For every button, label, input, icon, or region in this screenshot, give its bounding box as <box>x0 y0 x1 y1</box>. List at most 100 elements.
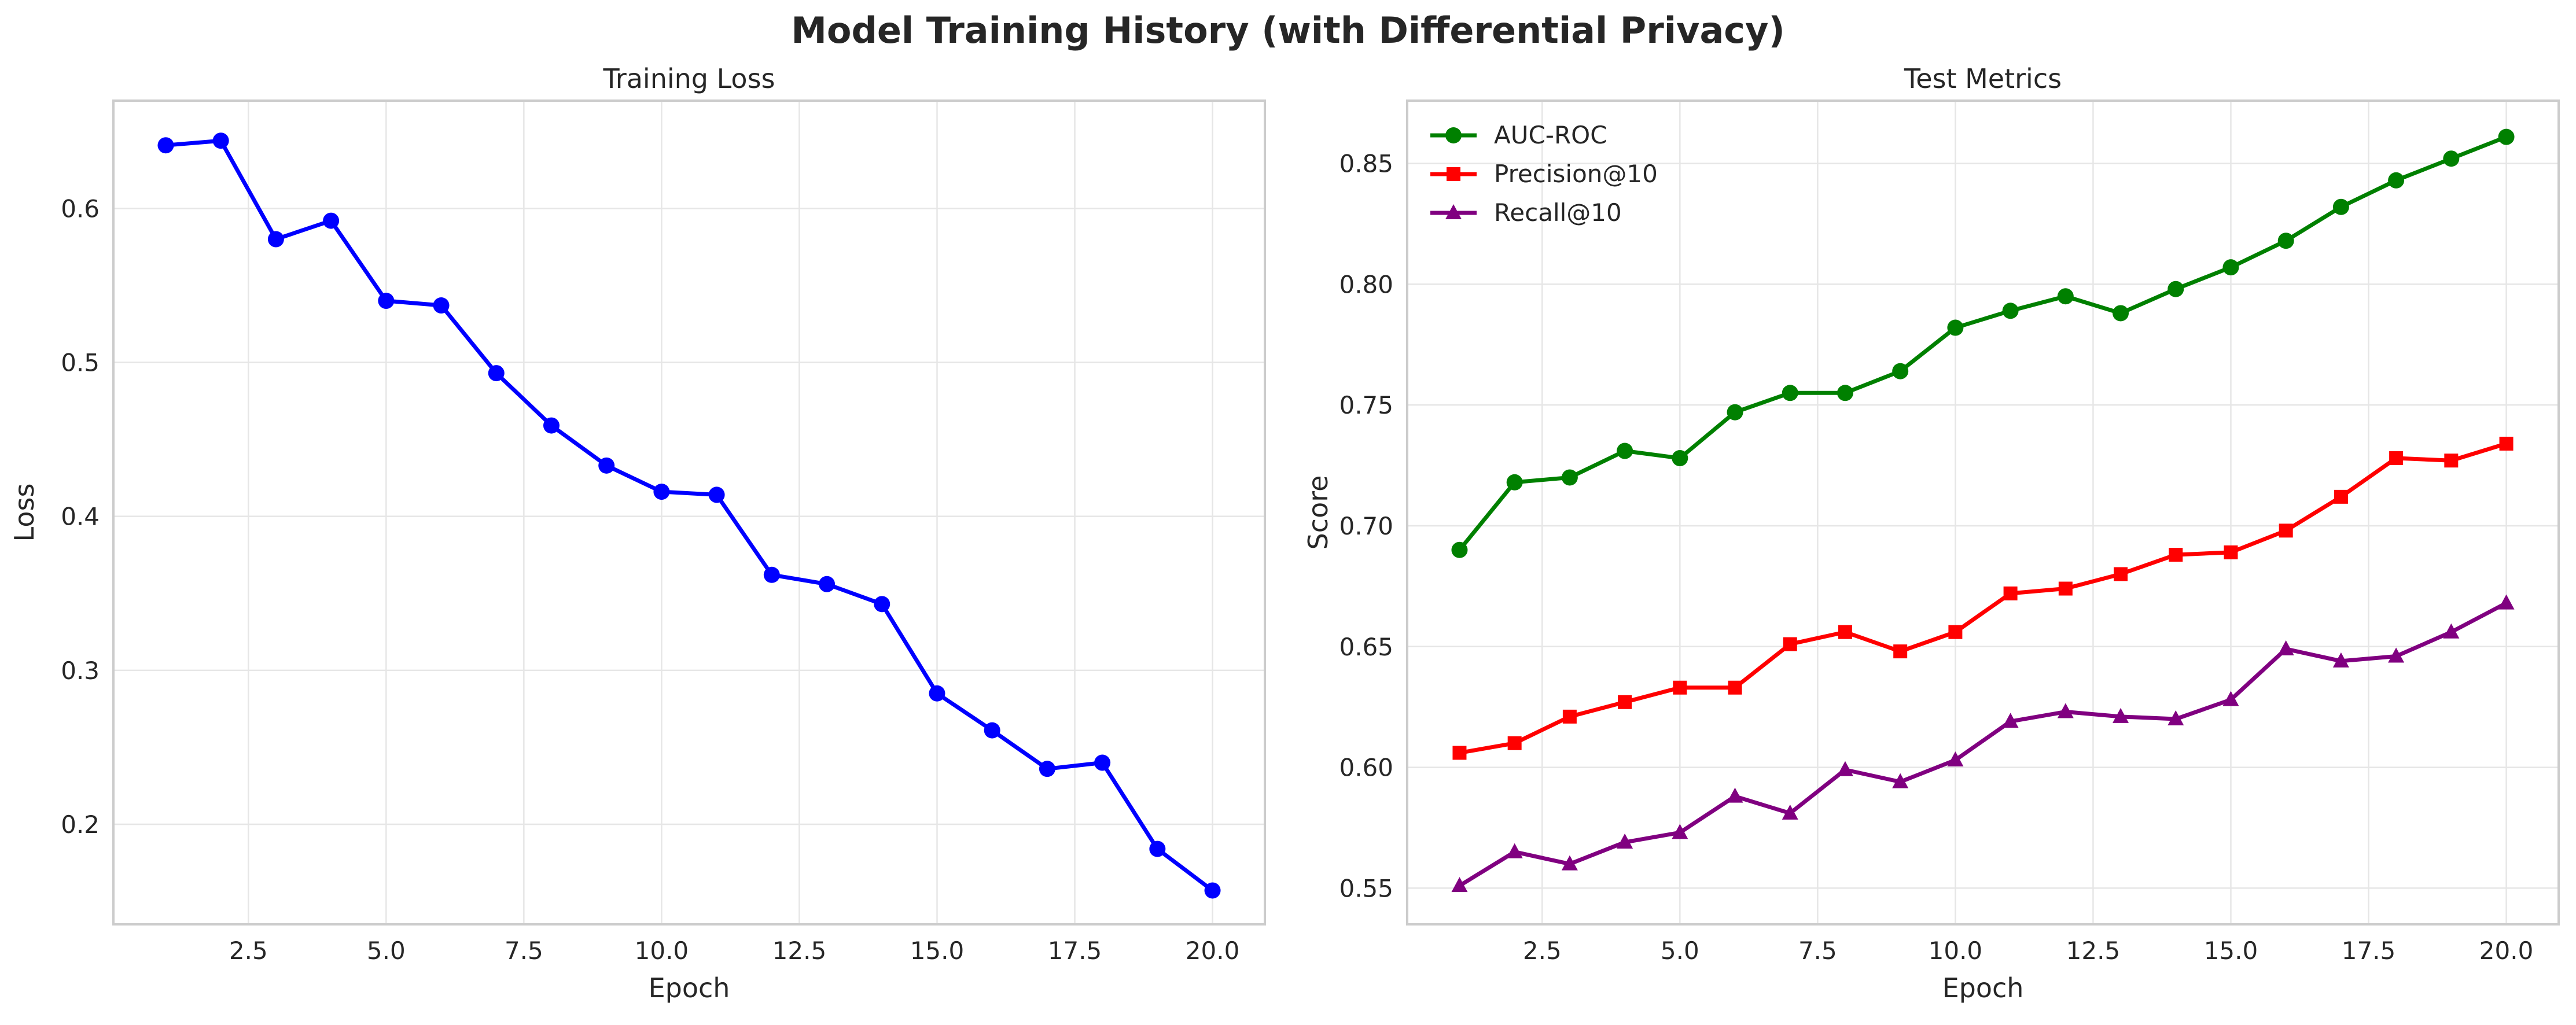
training-loss-loss-point <box>1094 754 1111 771</box>
test-metrics-precision-10-point <box>1452 746 1467 760</box>
training-loss-loss-point <box>267 231 284 248</box>
test-metrics-auc-roc-point <box>1837 385 1853 401</box>
training-loss-x-tick-label: 15.0 <box>910 936 965 965</box>
test-metrics-series-auc-roc <box>1451 128 2515 558</box>
figure-title: Model Training History (with Differentia… <box>791 9 1785 51</box>
test-metrics-y-tick-label: 0.80 <box>1339 270 1393 298</box>
test-metrics-precision-10-point <box>2334 489 2348 504</box>
test-metrics-x-tick-label: 17.5 <box>2342 936 2396 965</box>
training-loss-loss-point <box>929 685 945 702</box>
legend-item-recall-10: Recall@10 <box>1430 198 1622 227</box>
legend-label-auc-roc: AUC-ROC <box>1494 121 1607 149</box>
test-metrics-plot-frame <box>1406 99 2560 926</box>
training-loss-y-axis-label: Loss <box>9 484 40 542</box>
legend-marker-recall-10 <box>1445 204 1462 219</box>
test-metrics-precision-10-point <box>2279 523 2293 538</box>
test-metrics-auc-roc-line <box>1457 135 2509 552</box>
training-loss-loss-point <box>1149 840 1166 857</box>
test-metrics-x-tick-label: 15.0 <box>2204 936 2258 965</box>
test-metrics-auc-roc-point <box>1672 450 1688 467</box>
test-metrics-y-tick-label: 0.75 <box>1339 391 1393 419</box>
test-metrics-auc-roc-point <box>2277 233 2294 249</box>
test-metrics-recall-10-point <box>1451 877 1468 893</box>
test-metrics-precision-10-point <box>2224 545 2238 559</box>
training-loss-loss-point <box>488 365 505 382</box>
test-metrics-precision-10-point <box>1783 637 1797 651</box>
training-loss-loss-point <box>1204 882 1221 899</box>
test-metrics-recall-10-point <box>2113 707 2129 723</box>
legend-label-recall-10: Recall@10 <box>1494 198 1622 227</box>
test-metrics-auc-roc-point <box>1947 319 1964 336</box>
training-loss-y-tick-label: 0.5 <box>61 348 100 377</box>
training-loss-y-tick-label: 0.6 <box>61 194 100 223</box>
test-metrics-y-tick-label: 0.60 <box>1339 754 1393 782</box>
training-loss-x-tick-label: 5.0 <box>367 936 406 965</box>
test-metrics-auc-roc-point <box>1892 363 1909 379</box>
training-loss-y-tick-label: 0.2 <box>61 810 100 839</box>
test-metrics-auc-roc-point <box>1617 443 1633 459</box>
training-loss-loss-point <box>157 137 174 154</box>
training-loss-x-tick-label: 10.0 <box>635 936 689 965</box>
test-metrics-precision-10-point <box>2389 451 2404 466</box>
test-metrics-recall-10-point <box>2057 703 2074 718</box>
training-loss-x-tick-label: 7.5 <box>505 936 543 965</box>
test-metrics-recall-10-point <box>1892 773 1909 788</box>
test-metrics-recall-10-point <box>1837 761 1853 776</box>
training-loss-loss-point <box>433 297 450 314</box>
test-metrics-auc-roc-point <box>2498 128 2515 145</box>
legend-item-auc-roc: AUC-ROC <box>1430 121 1607 149</box>
training-loss-x-tick-label: 17.5 <box>1048 936 1102 965</box>
test-metrics-auc-roc-point <box>1451 541 1468 558</box>
test-metrics-y-tick-label: 0.65 <box>1339 633 1393 661</box>
test-metrics-x-tick-label: 2.5 <box>1523 936 1562 965</box>
test-metrics-title: Test Metrics <box>1904 63 2062 94</box>
test-metrics-precision-10-point <box>2499 436 2514 451</box>
test-metrics-x-axis-label: Epoch <box>1942 972 2024 1004</box>
training-loss-loss-point <box>763 566 780 583</box>
training-loss-x-tick-label: 12.5 <box>772 936 827 965</box>
test-metrics-recall-10-point <box>2277 640 2294 655</box>
test-metrics-auc-roc-point <box>2388 172 2405 189</box>
test-metrics-x-tick-label: 5.0 <box>1661 936 1699 965</box>
test-metrics-auc-roc-point <box>2222 259 2239 276</box>
test-metrics-recall-10-point <box>2002 713 2019 728</box>
test-metrics-auc-roc-point <box>2443 150 2460 167</box>
training-loss-x-axis-label: Epoch <box>649 972 730 1004</box>
test-metrics-precision-10-point <box>2058 581 2073 596</box>
legend-item-precision-10: Precision@10 <box>1430 160 1658 188</box>
training-loss-loss-point <box>212 132 229 149</box>
training-loss-panel: 2.5 5.0 7.5 10.0 12.5 15.0 17.5 20.0 0.2 0.3 0.4 0.… <box>9 63 1266 1004</box>
test-metrics-precision-10-point <box>2444 453 2459 468</box>
training-loss-loss-point <box>543 417 560 434</box>
test-metrics-auc-roc-point <box>2002 303 2019 319</box>
test-metrics-recall-10-point <box>1727 787 1743 803</box>
test-metrics-recall-10-point <box>1617 834 1633 849</box>
test-metrics-recall-10-point <box>2443 623 2460 639</box>
training-loss-loss-point <box>708 486 725 503</box>
test-metrics-precision-10-point <box>1948 625 1963 639</box>
test-metrics-recall-10-point <box>1672 824 1688 839</box>
test-metrics-auc-roc-point <box>2113 305 2129 322</box>
training-loss-x-tick-label: 20.0 <box>1186 936 1240 965</box>
test-metrics-precision-10-point <box>1562 709 1577 724</box>
test-metrics-x-tick-label: 10.0 <box>1929 936 1983 965</box>
test-metrics-precision-10-point <box>2003 586 2018 600</box>
test-metrics-y-tick-label: 0.70 <box>1339 512 1393 540</box>
test-metrics-auc-roc-point <box>1782 385 1798 401</box>
training-loss-plot-frame <box>112 99 1266 926</box>
training-loss-loss-point <box>323 212 340 229</box>
test-metrics-y-tick-label: 0.55 <box>1339 874 1393 902</box>
training-loss-y-tick-label: 0.4 <box>61 503 100 531</box>
test-metrics-precision-10-point <box>1838 625 1852 639</box>
test-metrics-precision-10-point <box>2169 548 2183 562</box>
training-loss-loss-point <box>819 576 836 592</box>
test-metrics-precision-10-point <box>1618 695 1632 709</box>
test-metrics-x-tick-label: 12.5 <box>2066 936 2121 965</box>
test-metrics-precision-10-point <box>1507 736 1522 750</box>
legend-marker-precision-10 <box>1447 167 1460 181</box>
test-metrics-precision-10-point <box>1673 680 1687 695</box>
test-metrics-precision-10-point <box>1893 644 1908 659</box>
test-metrics-recall-10-line <box>1457 601 2509 888</box>
test-metrics-recall-10-point <box>2498 594 2515 610</box>
